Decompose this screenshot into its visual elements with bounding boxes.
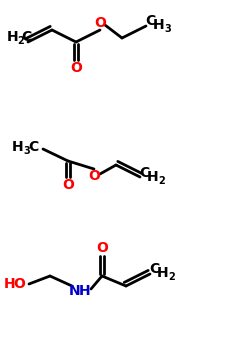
Text: C: C [145,14,155,28]
Text: 3: 3 [164,24,172,34]
Text: O: O [62,178,74,192]
Text: C: C [28,140,38,154]
Text: C: C [139,166,149,180]
Text: H: H [7,30,19,44]
Text: O: O [94,16,106,30]
Text: O: O [96,241,108,255]
Text: 3: 3 [24,146,30,156]
Text: O: O [88,169,100,183]
Text: N: N [69,284,81,298]
Text: H: H [157,266,169,280]
Text: 2: 2 [18,36,24,46]
Text: 2: 2 [168,272,175,282]
Text: C: C [21,30,31,44]
Text: H: H [4,277,16,291]
Text: 2: 2 [159,176,166,186]
Text: C: C [149,262,159,276]
Text: H: H [147,170,159,184]
Text: H: H [153,18,165,32]
Text: H: H [12,140,24,154]
Text: O: O [13,277,25,291]
Text: H: H [79,284,91,298]
Text: O: O [70,61,82,75]
